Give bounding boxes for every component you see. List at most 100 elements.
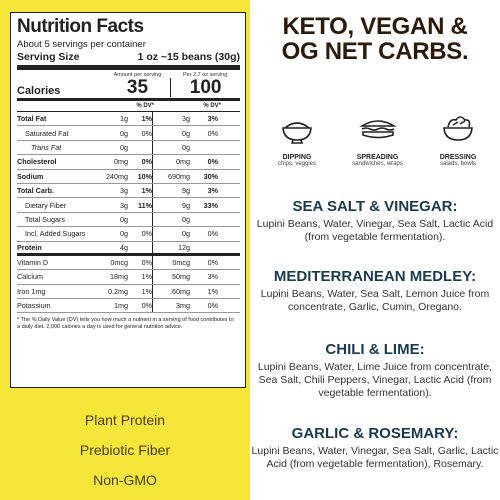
dv-serving: 1%: [141, 286, 152, 296]
dv-container: 0%: [207, 157, 218, 167]
claim-item: Non-GMO: [93, 472, 157, 488]
calories-container: 100: [170, 78, 240, 97]
calories-row: Calories 35 100: [17, 78, 240, 101]
amount-serving: 0mg: [114, 157, 128, 167]
dv-container: 3%: [207, 114, 218, 124]
nutrition-title: Nutrition Facts: [17, 16, 144, 37]
headline-line-2: OG NET CARBS.: [281, 38, 469, 65]
dv-container: 0%: [207, 258, 218, 268]
amount-serving: 1g: [120, 114, 128, 124]
dv-serving: 0%: [141, 157, 152, 167]
flavor-mediterranean-medley: MEDITERRANEAN MEDLEY: Lupini Beans, Wate…: [250, 268, 500, 314]
nutrient-row: Total Sugars 0g 0g: [17, 212, 240, 228]
dv-serving: 0%: [141, 258, 152, 268]
amount-per-serving-header: Amount per serving: [113, 72, 162, 78]
claim-item: Prebiotic Fiber: [79, 442, 171, 458]
dv-container: 1%: [207, 286, 218, 296]
use-dipping: DIPPING chips, veggies: [260, 108, 334, 167]
dv-container: 3%: [207, 186, 218, 196]
dv-container: 0%: [207, 301, 218, 311]
amount-serving: 18mg: [110, 272, 128, 282]
servings-per-container: About 5 servings per container: [17, 39, 146, 50]
flavor-title: CHILI & LIME:: [325, 341, 425, 358]
nutrient-name: Trans Fat: [31, 142, 62, 152]
nutrient-row: Trans Fat 0g 0g: [17, 140, 240, 156]
use-spreading: SPREADING sandwiches, wraps: [341, 108, 415, 167]
flavor-ingredients: Lupini Beans, Water, Vinegar, Sea Salt, …: [256, 218, 494, 243]
calorie-column-headers: Amount per serving Per 2.7 oz serving: [17, 72, 240, 78]
use-title: SPREADING: [356, 154, 399, 161]
flavor-ingredients: Lupini Beans, Water, Vinegar, Sea Salt, …: [251, 445, 499, 470]
dv-serving: 1%: [141, 272, 152, 282]
dv-container: 33%: [203, 200, 218, 210]
calories-serving: 35: [126, 77, 149, 98]
nutrition-facts-label: Nutrition Facts About 5 servings per con…: [10, 12, 246, 388]
amount-serving: 0g: [120, 214, 128, 224]
flavor-title: SEA SALT & VINEGAR:: [292, 198, 458, 215]
nutrient-name: Dietary Fiber: [25, 200, 67, 210]
dv-serving: 0%: [141, 128, 152, 138]
amount-serving: 4g: [120, 242, 128, 252]
usage-icons: DIPPING chips, veggies SPREADING sandwic…: [260, 108, 495, 167]
amount-container: 9g: [152, 183, 190, 198]
nutrient-name: Total Fat: [17, 114, 47, 124]
amount-container: 0mcg: [152, 255, 190, 270]
nutrient-name: Iron 1mg: [17, 286, 46, 296]
per-container-header: Per 2.7 oz serving: [182, 72, 228, 78]
product-claims: Plant Protein Prebiotic Fiber Non-GMO: [0, 405, 250, 495]
amount-serving: 0g: [120, 142, 128, 152]
amount-container: 50mg: [152, 270, 190, 284]
flavor-sea-salt-vinegar: SEA SALT & VINEGAR: Lupini Beans, Water,…: [250, 198, 500, 244]
use-sub: sandwiches, wraps: [352, 161, 403, 167]
serving-size-value: 1 oz ~15 beans (30g): [137, 51, 240, 63]
nutrient-name: Potassium: [17, 301, 51, 311]
dv-serving: 1%: [141, 114, 152, 124]
amount-serving: 3g: [120, 186, 128, 196]
calories-label: Calories: [17, 85, 61, 97]
use-sub: chips, veggies: [277, 161, 317, 167]
flavor-garlic-rosemary: GARLIC & ROSEMARY: Lupini Beans, Water, …: [250, 425, 500, 471]
flavor-title: MEDITERRANEAN MEDLEY:: [273, 268, 477, 285]
amount-container: 3g: [152, 112, 190, 126]
nutrient-name: Cholesterol: [17, 157, 57, 167]
nutrient-name: Incl. Added Sugars: [25, 229, 86, 239]
flavor-ingredients: Lupini Beans, Water, Sea Salt, Lemon Jui…: [260, 288, 490, 313]
nutrient-name: Total Sugars: [25, 214, 65, 224]
nutrient-row: Iron 1mg 0.2mg 1% .60mg 1%: [17, 284, 240, 300]
nutrient-name: Protein: [17, 242, 42, 252]
use-title: DIPPING: [282, 154, 312, 161]
nutrient-row: Protein 4g 12g: [17, 241, 240, 256]
serving-size-row: Serving Size 1 oz ~15 beans (30g): [17, 51, 240, 70]
amount-serving: 240mg: [106, 171, 128, 181]
yellow-panel: Nutrition Facts About 5 servings per con…: [0, 0, 250, 500]
dv-header-2: % DV*: [203, 103, 221, 109]
amount-container: 9g: [152, 198, 190, 212]
amount-container: 0g: [152, 227, 190, 241]
headline: KETO, VEGAN & OG NET CARBS.: [250, 14, 500, 64]
claim-item: Plant Protein: [84, 412, 166, 428]
amount-serving: 0g: [120, 229, 128, 239]
nutrient-row: Vitamin D 0mcg 0% 0mcg 0%: [17, 255, 240, 271]
amount-container: 0g: [152, 126, 190, 140]
nutrient-row: Sodium 240mg 10% 690mg 30%: [17, 169, 240, 184]
nutrient-row: Potassium 1mg 0% 3mg 0%: [17, 299, 240, 314]
nutrient-row: Dietary Fiber 3g 11% 9g 33%: [17, 198, 240, 213]
nutrient-row: Total Carb. 3g 1% 9g 3%: [17, 183, 240, 199]
serving-size-label: Serving Size: [17, 51, 80, 63]
nutrient-name: Vitamin D: [17, 258, 49, 268]
dv-serving: 0%: [141, 229, 152, 239]
headline-line-1: KETO, VEGAN &: [282, 13, 468, 40]
nutrient-name: Calcium: [17, 272, 43, 282]
use-dressing: DRESSING salads, bowls: [421, 108, 495, 167]
dv-serving: 0%: [141, 301, 152, 311]
nutrient-row: Saturated Fat 0g 0% 0g 0%: [17, 126, 240, 141]
dv-header-1: % DV*: [136, 103, 154, 109]
nutrient-name: Total Carb.: [17, 186, 55, 196]
daily-value-header: % DV* % DV*: [17, 101, 240, 112]
dv-container: 0%: [207, 229, 218, 239]
amount-container: 0g: [152, 212, 190, 227]
nutrient-name: Sodium: [17, 171, 44, 181]
dv-serving: 10%: [137, 171, 152, 181]
dip-bowl-icon: [282, 122, 312, 144]
info-panel: KETO, VEGAN & OG NET CARBS. DIPPING chip…: [250, 0, 500, 500]
